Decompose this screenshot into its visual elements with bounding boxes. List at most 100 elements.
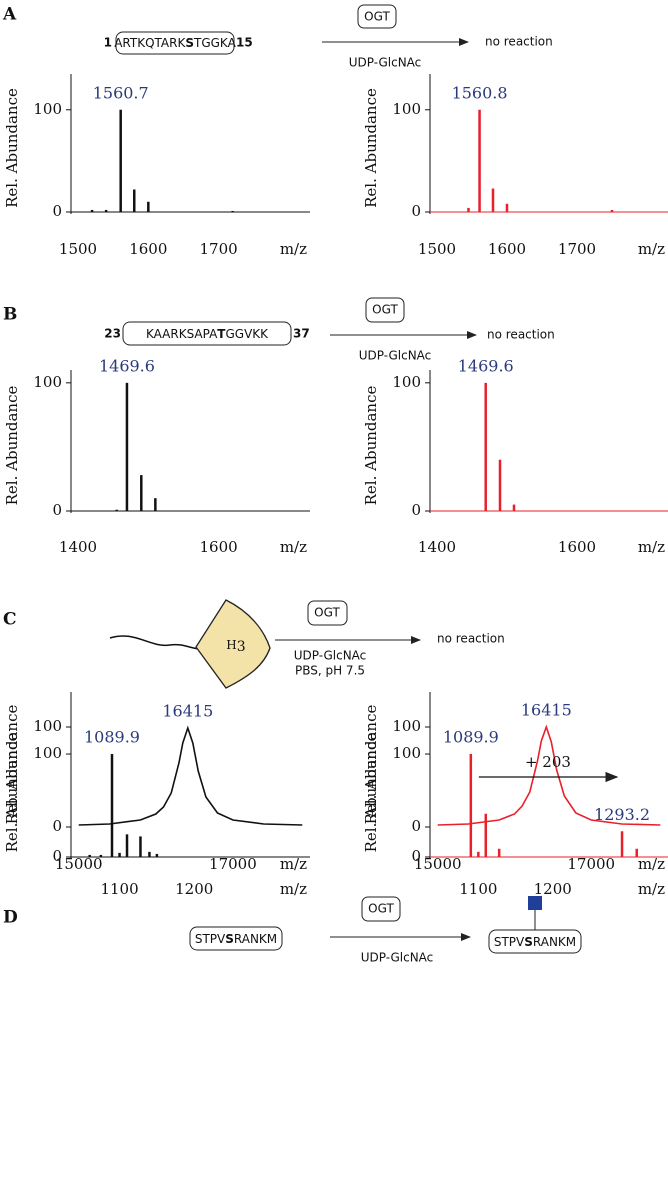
reagent: UDP-GlcNAc <box>349 56 422 70</box>
x-tick-label: 1100 <box>459 880 497 898</box>
peptide-part: KAARKSAPA <box>146 327 218 341</box>
enzyme: OGT <box>368 902 394 916</box>
x-tick-label: 1400 <box>59 538 97 556</box>
result: no reaction <box>485 35 553 49</box>
histone-name: H3 <box>226 638 245 656</box>
histone-number: 3 <box>237 639 246 655</box>
x-tick-label: 17000 <box>209 855 257 873</box>
y-axis-label: Rel. Abundance <box>362 88 380 208</box>
y-tick-label: 0 <box>52 501 62 519</box>
residue-start: 23 <box>104 327 121 341</box>
y-tick-label: 100 <box>392 744 421 762</box>
peak-label: 1560.8 <box>452 83 508 102</box>
y-tick-label: 0 <box>411 817 421 835</box>
peptide: KAARKSAPATGGVKK <box>146 327 269 341</box>
result: no reaction <box>487 328 555 342</box>
x-axis-label: m/z <box>280 880 307 898</box>
shift-label: + 203 <box>525 753 571 771</box>
y-axis-label: Rel. Abundance <box>362 386 380 506</box>
peptide-part: STPV <box>195 932 226 946</box>
y-tick-label: 100 <box>33 373 62 391</box>
x-tick-label: 1600 <box>129 240 167 258</box>
y-axis-label: Rel. Abundance <box>362 705 380 825</box>
y-axis-label: Rel. Abundance <box>362 733 380 853</box>
x-tick-label: 1500 <box>59 240 97 258</box>
glcnac-square <box>528 896 542 910</box>
peak-label: 16415 <box>521 701 572 720</box>
x-tick-label: 1100 <box>100 880 138 898</box>
product-box <box>488 929 582 954</box>
peptide-site: T <box>217 327 226 341</box>
histone-body <box>195 599 271 689</box>
panel-label: C <box>3 610 17 630</box>
y-tick-label: 0 <box>52 817 62 835</box>
enzyme-box <box>365 297 405 323</box>
panel-label: B <box>3 305 17 325</box>
enzyme: OGT <box>372 303 398 317</box>
peptide-site: S <box>225 932 234 946</box>
peptide-part: GGVKK <box>225 327 269 341</box>
x-axis-label: m/z <box>638 855 665 873</box>
x-tick-label: 1500 <box>418 240 456 258</box>
enzyme-box <box>361 896 401 922</box>
peak-label: 1560.7 <box>93 83 149 102</box>
x-tick-label: 1400 <box>418 538 456 556</box>
x-axis-label: m/z <box>280 538 307 556</box>
peptide-box <box>189 926 283 951</box>
x-axis-label: m/z <box>280 240 307 258</box>
peptide-part: STPV <box>494 935 525 949</box>
x-axis-label: m/z <box>638 240 665 258</box>
residue-end: 15 <box>236 36 253 50</box>
y-tick-label: 0 <box>52 847 62 865</box>
x-axis-label: m/z <box>638 880 665 898</box>
enzyme: OGT <box>314 606 340 620</box>
histone-letter: H <box>226 638 236 652</box>
x-tick-label: 1200 <box>175 880 213 898</box>
peak-label: 1089.9 <box>84 728 140 747</box>
residue-end: 37 <box>293 327 310 341</box>
x-tick-label: 1700 <box>558 240 596 258</box>
peak-label: 1089.9 <box>443 728 499 747</box>
peptide-site: S <box>185 36 194 50</box>
panel-label: A <box>2 5 17 25</box>
x-tick-label: 17000 <box>567 855 615 873</box>
x-axis-label: m/z <box>280 855 307 873</box>
x-tick-label: 1600 <box>488 240 526 258</box>
peptide-box <box>115 31 235 55</box>
y-tick-label: 100 <box>33 717 62 735</box>
peak-label: 1469.6 <box>99 356 155 375</box>
y-tick-label: 0 <box>411 847 421 865</box>
peptide-site: S <box>524 935 533 949</box>
y-tick-label: 100 <box>392 717 421 735</box>
y-tick-label: 0 <box>411 202 421 220</box>
y-axis-label: Rel. Abundance <box>3 386 21 506</box>
y-axis-label: Rel. Abundance <box>3 88 21 208</box>
reagent: UDP-GlcNAc <box>359 349 432 363</box>
spectrum-line <box>78 725 303 826</box>
reagent: UDP-GlcNAc <box>294 649 367 663</box>
y-tick-label: 100 <box>33 100 62 118</box>
result: no reaction <box>437 632 505 646</box>
x-tick-label: 1200 <box>534 880 572 898</box>
peptide: ARTKQTARKSTGGKA <box>114 36 236 50</box>
y-tick-label: 0 <box>52 202 62 220</box>
peak-label: 1469.6 <box>458 356 514 375</box>
residue-start: 1 <box>104 36 112 50</box>
peak-label: 1293.2 <box>594 805 650 824</box>
peptide-part: ARTKQTARK <box>114 36 186 50</box>
y-axis-label: Rel. Abundance <box>3 733 21 853</box>
peptide-part: TGGKA <box>193 36 237 50</box>
reagent: UDP-GlcNAc <box>361 951 434 965</box>
peptide-part: RANKM <box>234 932 277 946</box>
spectrum-line <box>437 724 661 826</box>
x-tick-label: 1600 <box>558 538 596 556</box>
histone-tail <box>109 635 209 651</box>
enzyme: OGT <box>364 10 390 24</box>
x-tick-label: 1600 <box>200 538 238 556</box>
x-tick-label: 1700 <box>200 240 238 258</box>
y-tick-label: 100 <box>392 373 421 391</box>
product: STPVSRANKM <box>494 935 576 949</box>
peptide-part: RANKM <box>533 935 576 949</box>
enzyme-box <box>357 4 397 29</box>
